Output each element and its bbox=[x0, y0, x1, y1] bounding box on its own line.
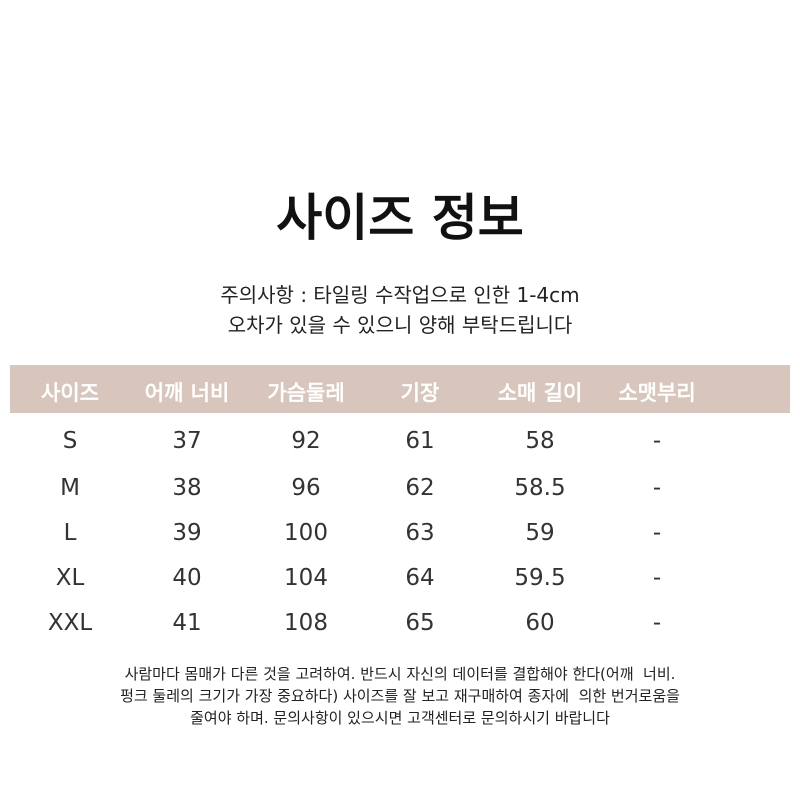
table-cell: 100 bbox=[284, 520, 328, 546]
size-label: S bbox=[62, 428, 78, 454]
table-cell: - bbox=[652, 475, 662, 501]
table-cell: - bbox=[652, 565, 662, 591]
table-cell: 58 bbox=[525, 428, 555, 454]
table-cell: 58.5 bbox=[514, 475, 566, 501]
table-cell: - bbox=[652, 610, 662, 636]
table-cell: 63 bbox=[405, 520, 435, 546]
size-label: XL bbox=[55, 565, 85, 591]
column-header: 소매 길이 bbox=[497, 381, 583, 405]
table-cell: 38 bbox=[172, 475, 202, 501]
size-label: L bbox=[63, 520, 77, 546]
table-cell: 104 bbox=[284, 565, 328, 591]
table-cell: 96 bbox=[291, 475, 321, 501]
table-cell: 40 bbox=[172, 565, 202, 591]
column-header: 기장 bbox=[400, 381, 440, 405]
column-header: 가슴둘레 bbox=[267, 381, 345, 405]
size-label: M bbox=[60, 475, 80, 501]
notice-line: 주의사항 : 타일링 수작업으로 인한 1-4cm bbox=[220, 283, 580, 307]
table-cell: - bbox=[652, 520, 662, 546]
table-cell: 37 bbox=[172, 428, 202, 454]
table-header-band bbox=[10, 365, 790, 413]
table-cell: 65 bbox=[405, 610, 435, 636]
table-cell: 64 bbox=[405, 565, 435, 591]
table-cell: 39 bbox=[172, 520, 202, 546]
footer-line: 사람마다 몸매가 다른 것을 고려하여. 반드시 자신의 데이터를 결합해야 한… bbox=[124, 665, 676, 683]
footer-line: 줄여야 하며. 문의사항이 있으시면 고객센터로 문의하시기 바랍니다 bbox=[190, 709, 610, 727]
table-cell: 108 bbox=[284, 610, 328, 636]
table-cell: 92 bbox=[291, 428, 321, 454]
notice-line: 오차가 있을 수 있으니 양해 부탁드립니다 bbox=[227, 313, 573, 337]
footer-line: 펑크 둘레의 크기가 가장 중요하다) 사이즈를 잘 보고 재구매하여 종자에 … bbox=[120, 687, 680, 705]
table-cell: 62 bbox=[405, 475, 435, 501]
table-cell: 60 bbox=[525, 610, 555, 636]
size-label: XXL bbox=[47, 610, 93, 636]
column-header: 사이즈 bbox=[41, 381, 99, 405]
table-cell: - bbox=[652, 428, 662, 454]
table-cell: 59 bbox=[525, 520, 555, 546]
table-cell: 59.5 bbox=[514, 565, 566, 591]
table-cell: 61 bbox=[405, 428, 435, 454]
table-cell: 41 bbox=[172, 610, 202, 636]
column-header: 소맷부리 bbox=[618, 381, 696, 405]
column-header: 어깨 너비 bbox=[144, 381, 230, 405]
title: 사이즈 정보 bbox=[276, 189, 524, 247]
